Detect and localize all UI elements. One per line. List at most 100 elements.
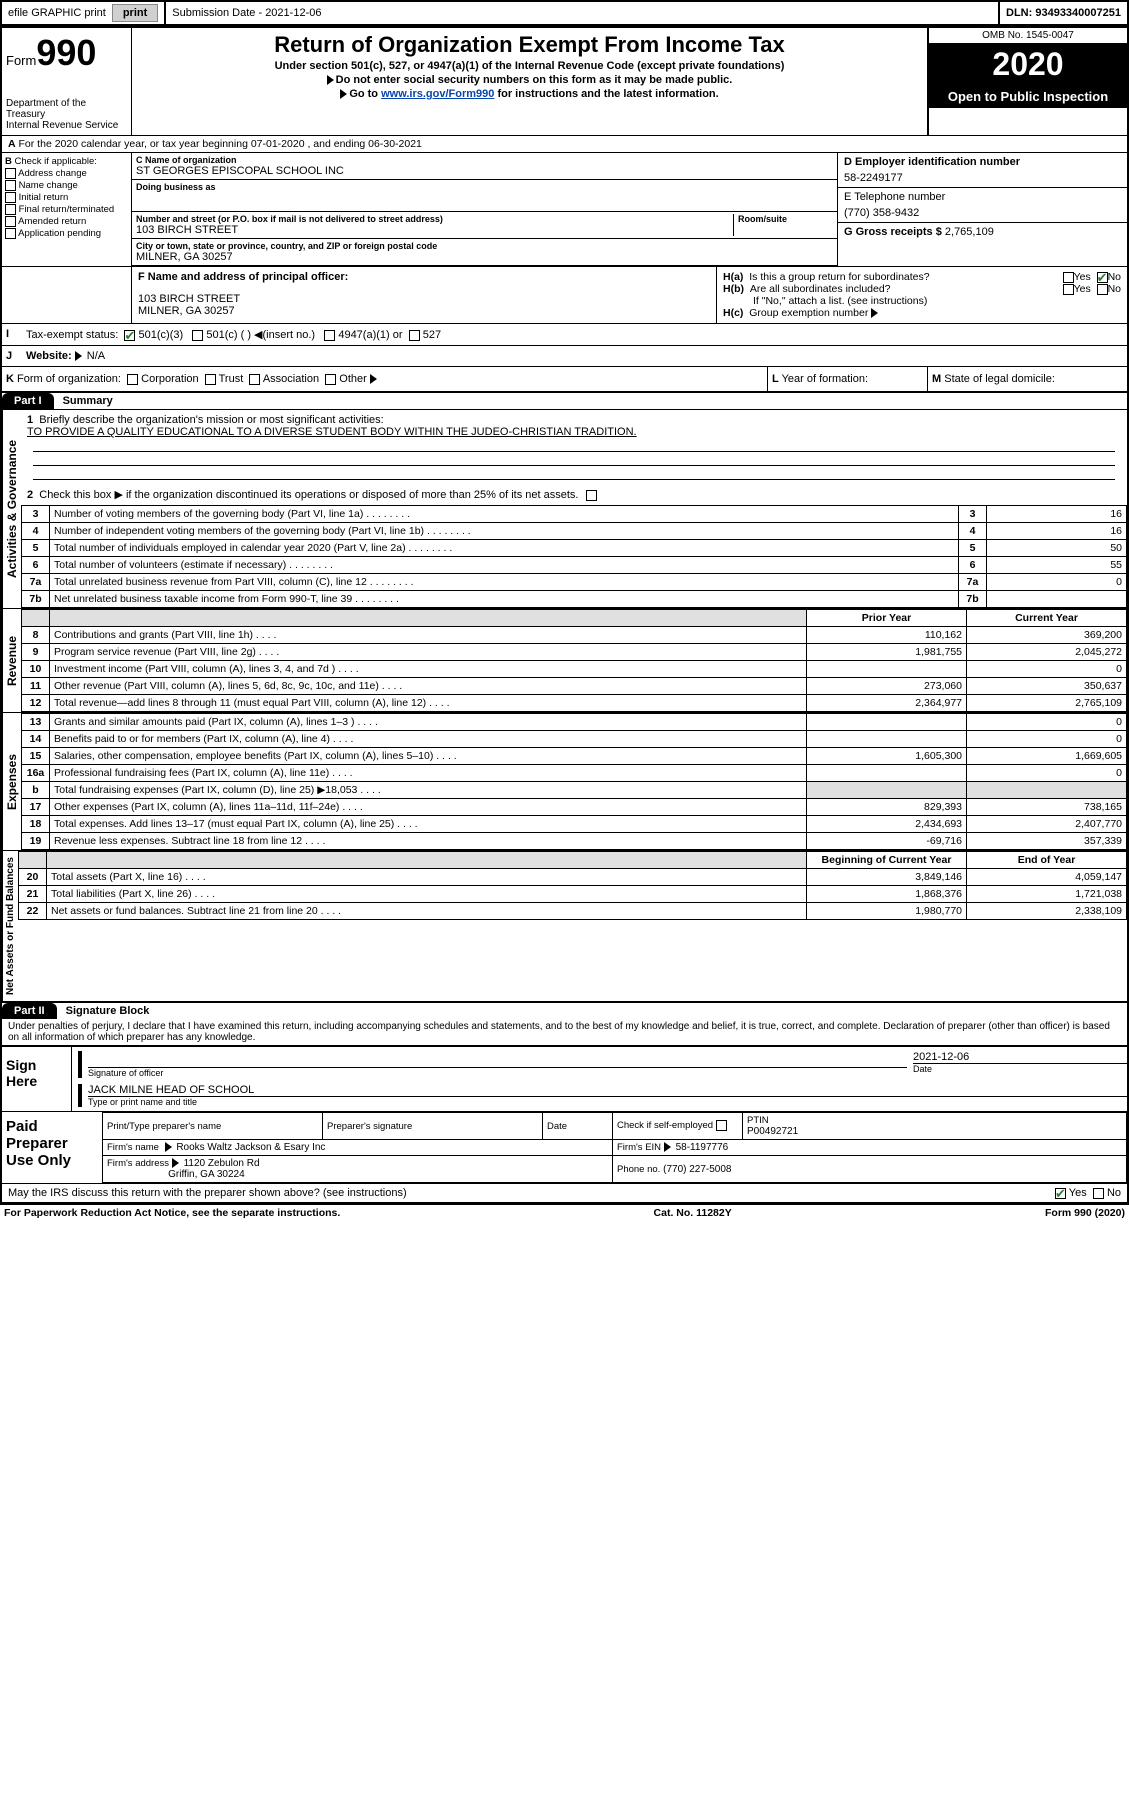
table-header: Prior YearCurrent Year bbox=[22, 610, 1127, 627]
irs-label: Internal Revenue Service bbox=[6, 120, 127, 131]
part1-title: Summary bbox=[63, 395, 113, 407]
table-row: 4Number of independent voting members of… bbox=[22, 523, 1127, 540]
phone-label: Phone no. bbox=[617, 1164, 660, 1175]
hb-note: If "No," attach a list. (see instruction… bbox=[723, 295, 1121, 307]
ha-row: H(a) Is this a group return for subordin… bbox=[723, 271, 1121, 283]
prep-print-name: Print/Type preparer's name bbox=[107, 1121, 221, 1132]
officer-addr1: 103 BIRCH STREET bbox=[138, 293, 710, 305]
q1: Briefly describe the organization's miss… bbox=[39, 414, 383, 426]
right-column: D Employer identification number 58-2249… bbox=[837, 153, 1127, 266]
ein-box: D Employer identification number 58-2249… bbox=[838, 153, 1127, 188]
subtitle-1: Under section 501(c), 527, or 4947(a)(1)… bbox=[142, 60, 917, 72]
cb-app-pending[interactable]: Application pending bbox=[5, 228, 128, 239]
irs-link[interactable]: www.irs.gov/Form990 bbox=[381, 88, 494, 100]
table-header: Beginning of Current YearEnd of Year bbox=[19, 852, 1127, 869]
form-ref: Form 990 (2020) bbox=[1045, 1207, 1125, 1219]
q2-row: 2 Check this box ▶ if the organization d… bbox=[21, 484, 1127, 505]
vlabel-na: Net Assets or Fund Balances bbox=[2, 851, 18, 1001]
table-row: 12Total revenue—add lines 8 through 11 (… bbox=[22, 695, 1127, 712]
cb-address[interactable]: Address change bbox=[5, 168, 128, 179]
tax-period: A For the 2020 calendar year, or tax yea… bbox=[2, 135, 1127, 152]
ha-yes[interactable] bbox=[1063, 272, 1074, 283]
discuss-text: May the IRS discuss this return with the… bbox=[8, 1187, 1055, 1199]
tax-status: Tax-exempt status: 501(c)(3) 501(c) ( ) … bbox=[22, 324, 1127, 345]
expenses-table: 13Grants and similar amounts paid (Part … bbox=[21, 713, 1127, 850]
part2-badge: Part II bbox=[2, 1003, 57, 1019]
table-row: 16aProfessional fundraising fees (Part I… bbox=[22, 765, 1127, 782]
public-inspection: Open to Public Inspection bbox=[929, 85, 1127, 108]
cb-self-employed[interactable] bbox=[716, 1120, 727, 1131]
line-j-label: J bbox=[2, 346, 22, 366]
submission-date: Submission Date - 2021-12-06 bbox=[166, 2, 1000, 24]
ha-no[interactable] bbox=[1097, 272, 1108, 283]
ts-label: Tax-exempt status: bbox=[26, 329, 118, 341]
check-label: Check if applicable: bbox=[15, 156, 97, 167]
hb-yes[interactable] bbox=[1063, 284, 1074, 295]
form-body: Form990 Department of the Treasury Inter… bbox=[0, 26, 1129, 1204]
cb-initial[interactable]: Initial return bbox=[5, 192, 128, 203]
vlabel-rev: Revenue bbox=[2, 609, 21, 712]
table-row: 7aTotal unrelated business revenue from … bbox=[22, 574, 1127, 591]
tel-box: E Telephone number (770) 358-9432 bbox=[838, 188, 1127, 223]
arrow-icon bbox=[871, 308, 878, 318]
table-row: 20Total assets (Part X, line 16) . . . .… bbox=[19, 869, 1127, 886]
hc-row: H(c) Group exemption number bbox=[723, 307, 1121, 319]
table-row: 10Investment income (Part VIII, column (… bbox=[22, 661, 1127, 678]
city-label: City or town, state or province, country… bbox=[136, 241, 833, 251]
efile-label: efile GRAPHIC print bbox=[8, 7, 106, 19]
subtitle-2-text: Do not enter social security numbers on … bbox=[336, 74, 733, 86]
blank-line bbox=[33, 466, 1115, 480]
sign-here-label: Sign Here bbox=[2, 1047, 72, 1111]
officer-name: JACK MILNE HEAD OF SCHOOL bbox=[88, 1084, 1127, 1096]
form-number-block: Form990 Department of the Treasury Inter… bbox=[2, 28, 132, 135]
period-text: For the 2020 calendar year, or tax year … bbox=[19, 138, 422, 150]
cb-other[interactable] bbox=[325, 374, 336, 385]
org-name: ST GEORGES EPISCOPAL SCHOOL INC bbox=[136, 165, 833, 177]
officer-h-row: F Name and address of principal officer:… bbox=[2, 266, 1127, 323]
website-field: Website: N/A bbox=[22, 346, 1127, 366]
cb-trust[interactable] bbox=[205, 374, 216, 385]
officer-label: F Name and address of principal officer: bbox=[138, 271, 348, 283]
cb-amended[interactable]: Amended return bbox=[5, 216, 128, 227]
part2-title: Signature Block bbox=[66, 1005, 150, 1017]
org-column: C Name of organization ST GEORGES EPISCO… bbox=[132, 153, 837, 266]
firm-addr-label: Firm's address bbox=[107, 1158, 169, 1169]
cb-assoc[interactable] bbox=[249, 374, 260, 385]
website-row: J Website: N/A bbox=[2, 345, 1127, 366]
print-button[interactable]: print bbox=[112, 4, 158, 22]
cb-527[interactable] bbox=[409, 330, 420, 341]
discuss-row: May the IRS discuss this return with the… bbox=[2, 1183, 1127, 1202]
table-row: 19Revenue less expenses. Subtract line 1… bbox=[22, 833, 1127, 850]
title-center: Return of Organization Exempt From Incom… bbox=[132, 28, 927, 135]
org-address: 103 BIRCH STREET bbox=[136, 224, 733, 236]
cb-501c[interactable] bbox=[192, 330, 203, 341]
cb-name[interactable]: Name change bbox=[5, 180, 128, 191]
revenue-section: Revenue Prior YearCurrent Year8Contribut… bbox=[2, 608, 1127, 712]
discuss-no[interactable] bbox=[1093, 1188, 1104, 1199]
mission-text: TO PROVIDE A QUALITY EDUCATIONAL TO A DI… bbox=[27, 426, 1121, 438]
section-a: B Check if applicable: Address change Na… bbox=[2, 152, 1127, 266]
firm-ein-label: Firm's EIN bbox=[617, 1142, 661, 1153]
title-row: Form990 Department of the Treasury Inter… bbox=[2, 28, 1127, 135]
city-box: City or town, state or province, country… bbox=[132, 239, 837, 266]
table-row: 22Net assets or fund balances. Subtract … bbox=[19, 903, 1127, 920]
table-row: 18Total expenses. Add lines 13–17 (must … bbox=[22, 816, 1127, 833]
efile-cell: efile GRAPHIC print print bbox=[2, 2, 166, 24]
cb-discontinued[interactable] bbox=[586, 490, 597, 501]
hb-no[interactable] bbox=[1097, 284, 1108, 295]
table-row: 3Number of voting members of the governi… bbox=[22, 506, 1127, 523]
cb-corp[interactable] bbox=[127, 374, 138, 385]
check-if-applicable: B Check if applicable: Address change Na… bbox=[2, 153, 132, 266]
hb-row: H(b) Are all subordinates included? Yes … bbox=[723, 283, 1121, 295]
officer-addr2: MILNER, GA 30257 bbox=[138, 305, 710, 317]
cb-4947[interactable] bbox=[324, 330, 335, 341]
part1-badge: Part I bbox=[2, 393, 54, 409]
subtitle-2: Do not enter social security numbers on … bbox=[142, 74, 917, 86]
officer-box: F Name and address of principal officer:… bbox=[132, 267, 717, 323]
cb-501c3[interactable] bbox=[124, 330, 135, 341]
cb-final[interactable]: Final return/terminated bbox=[5, 204, 128, 215]
firm-name: Rooks Waltz Jackson & Esary Inc bbox=[176, 1142, 325, 1153]
table-row: 5Total number of individuals employed in… bbox=[22, 540, 1127, 557]
discuss-yes[interactable] bbox=[1055, 1188, 1066, 1199]
tax-status-row: I Tax-exempt status: 501(c)(3) 501(c) ( … bbox=[2, 323, 1127, 345]
